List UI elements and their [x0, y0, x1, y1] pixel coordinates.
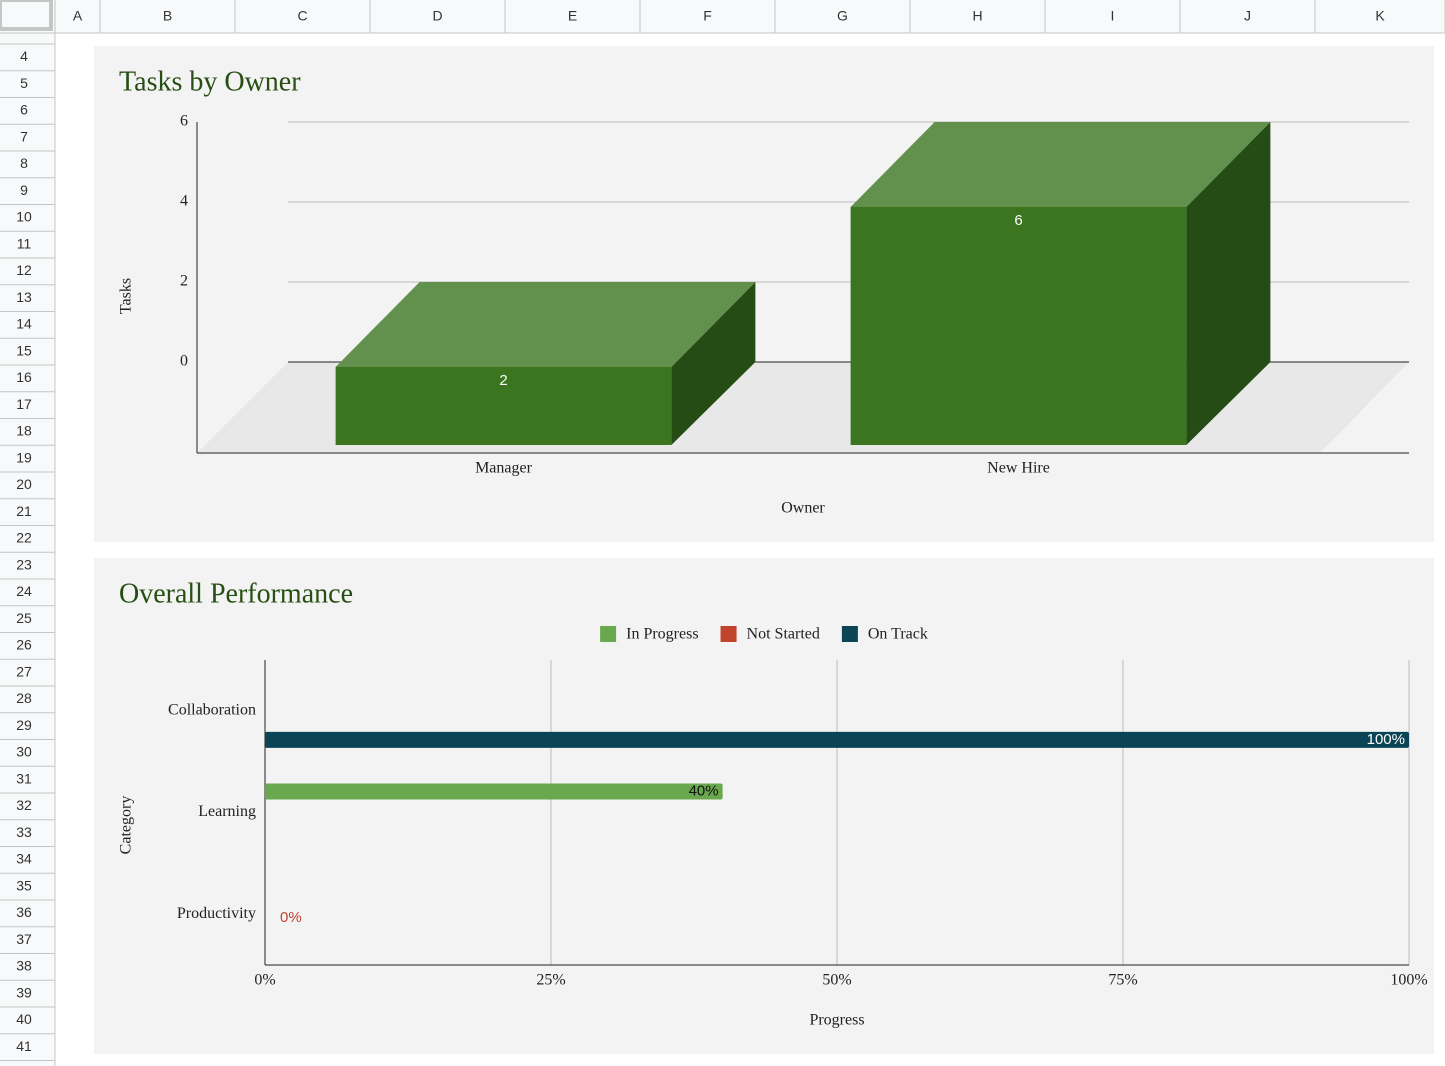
row-header[interactable]: 22 — [16, 530, 32, 546]
value-label: 40% — [689, 782, 719, 799]
chart-title: Tasks by Owner — [119, 66, 301, 97]
x-tick-label: New Hire — [987, 460, 1050, 477]
row-header[interactable]: 32 — [16, 797, 32, 813]
row-header[interactable]: 12 — [16, 262, 32, 278]
y-tick-label: 0 — [180, 353, 188, 370]
row-header[interactable]: 23 — [16, 556, 32, 572]
y-tick-label: Learning — [198, 803, 256, 820]
row-header[interactable]: 17 — [16, 396, 32, 412]
bar — [851, 207, 1187, 445]
legend-swatch — [600, 626, 616, 642]
column-header[interactable]: G — [837, 8, 848, 24]
row-header[interactable]: 15 — [16, 342, 32, 358]
value-label: 6 — [1014, 212, 1022, 229]
x-tick-label: 50% — [822, 972, 851, 989]
column-header[interactable]: C — [297, 8, 307, 24]
row-header[interactable]: 27 — [16, 663, 32, 679]
x-axis-title: Progress — [809, 1012, 864, 1029]
row-header[interactable]: 41 — [16, 1038, 32, 1054]
bar — [265, 784, 723, 800]
column-header[interactable]: K — [1375, 8, 1385, 24]
row-header[interactable]: 13 — [16, 289, 32, 305]
bar — [265, 732, 1409, 748]
chart-title: Overall Performance — [119, 578, 353, 609]
select-all-corner[interactable] — [0, 0, 51, 29]
row-header[interactable]: 36 — [16, 904, 32, 920]
legend-label: Not Started — [747, 626, 820, 643]
row-header[interactable]: 4 — [20, 48, 28, 64]
row-header[interactable]: 6 — [20, 102, 28, 118]
legend-swatch — [721, 626, 737, 642]
row-header[interactable]: 40 — [16, 1011, 32, 1027]
value-label: 0% — [280, 909, 302, 926]
column-header[interactable]: H — [972, 8, 982, 24]
row-header[interactable]: 7 — [20, 128, 28, 144]
legend-label: In Progress — [626, 626, 698, 643]
row-header[interactable]: 11 — [17, 235, 32, 251]
row-header[interactable]: 38 — [16, 958, 32, 974]
row-header[interactable]: 35 — [16, 877, 32, 893]
row-header[interactable]: 33 — [16, 824, 32, 840]
x-tick-label: 100% — [1390, 972, 1427, 989]
column-header[interactable]: A — [73, 8, 83, 24]
y-axis-title: Category — [118, 796, 135, 855]
y-tick-label: Collaboration — [168, 702, 256, 719]
row-header[interactable]: 18 — [16, 423, 32, 439]
row-header[interactable]: 31 — [16, 770, 32, 786]
row-header[interactable]: 8 — [20, 155, 28, 171]
row-header[interactable]: 10 — [16, 209, 32, 225]
column-header[interactable]: F — [703, 8, 712, 24]
x-axis-title: Owner — [781, 500, 825, 517]
row-header[interactable]: 5 — [20, 75, 28, 91]
y-tick-label: 6 — [180, 113, 188, 130]
row-header[interactable]: 30 — [16, 744, 32, 760]
x-tick-label: Manager — [475, 460, 533, 477]
x-tick-label: 75% — [1108, 972, 1137, 989]
column-header[interactable]: B — [163, 8, 172, 24]
y-tick-label: Productivity — [177, 905, 256, 922]
y-tick-label: 2 — [180, 273, 188, 290]
column-header[interactable]: D — [432, 8, 442, 24]
row-header[interactable]: 34 — [16, 851, 32, 867]
legend-swatch — [842, 626, 858, 642]
row-header[interactable]: 20 — [16, 476, 32, 492]
value-label: 100% — [1367, 731, 1405, 748]
row-header[interactable]: 26 — [16, 637, 32, 653]
row-header[interactable]: 39 — [16, 984, 32, 1000]
y-tick-label: 4 — [180, 193, 188, 210]
row-header[interactable]: 25 — [16, 610, 32, 626]
column-header[interactable]: E — [568, 8, 577, 24]
legend-label: On Track — [868, 626, 928, 643]
legend: In Progress Not Started On Track — [600, 626, 928, 643]
column-header-bar — [0, 0, 1445, 33]
column-header[interactable]: I — [1111, 8, 1115, 24]
row-header[interactable]: 24 — [16, 583, 32, 599]
row-header[interactable]: 37 — [16, 931, 32, 947]
row-header[interactable]: 28 — [16, 690, 32, 706]
value-label: 2 — [499, 372, 507, 389]
x-tick-label: 0% — [254, 972, 275, 989]
row-header[interactable]: 19 — [16, 449, 32, 465]
row-header[interactable]: 29 — [16, 717, 32, 733]
x-tick-label: 25% — [536, 972, 565, 989]
column-header[interactable]: J — [1244, 8, 1251, 24]
row-header[interactable]: 21 — [16, 503, 32, 519]
row-header[interactable]: 16 — [16, 369, 32, 385]
row-header[interactable]: 14 — [16, 316, 32, 332]
row-header[interactable]: 9 — [20, 182, 28, 198]
y-axis-title: Tasks — [118, 278, 135, 314]
